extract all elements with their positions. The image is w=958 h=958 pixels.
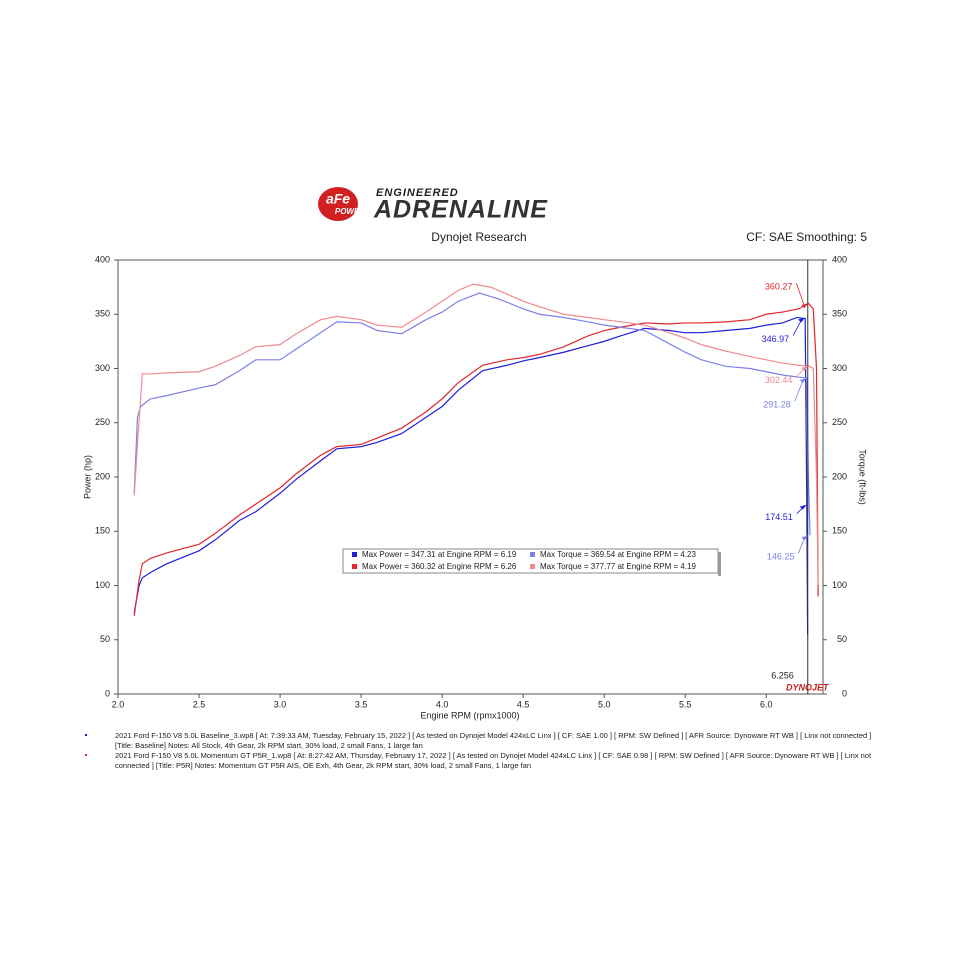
tagline-main: ADRENALINE [373,196,548,224]
marker-label: 291.28 [763,399,791,409]
series-line [133,292,811,536]
note: 2021 Ford F-150 V8 5.0L Baseline_3.wp8 [… [85,731,880,751]
y-tick-label: 200 [95,471,110,481]
notes: 2021 Ford F-150 V8 5.0L Baseline_3.wp8 [… [85,731,880,771]
y2-tick-label: 300 [832,363,847,373]
y2-tick-label: 200 [832,471,847,481]
y-tick-label: 250 [95,417,110,427]
note-dot [85,754,87,756]
marker-label: 174.51 [765,512,793,522]
y2-tick-label: 150 [832,526,847,536]
marker-label: 146.25 [767,552,795,562]
legend-swatch [352,564,357,569]
tagline-top: ENGINEERED [376,187,459,199]
cursor-label: 6.256 [771,670,794,680]
x-tick-label: 2.5 [193,699,206,709]
x-tick-label: 4.0 [436,699,449,709]
logo-badge [318,187,358,221]
y-tick-label: 100 [95,580,110,590]
legend-shadow [718,552,721,576]
y-tick-label: 50 [100,634,110,644]
note-text: 2021 Ford F-150 V8 5.0L Momentum GT P5R_… [115,751,872,770]
y-tick-label: 300 [95,363,110,373]
marker-leader [794,380,804,402]
y-axis-title: Power (hp) [82,455,92,499]
x-tick-label: 5.0 [598,699,611,709]
note: 2021 Ford F-150 V8 5.0L Momentum GT P5R_… [85,751,880,771]
legend-label: Max Power = 360.32 at Engine RPM = 6.26 [362,562,517,571]
marker-leader [798,538,805,554]
y2-tick-label: 50 [837,634,847,644]
y2-tick-label: 400 [832,254,847,264]
marker-leader [796,368,805,378]
marker-arrow [798,317,806,323]
plot-frame [117,259,824,695]
marker-label: 360.27 [765,281,793,291]
x-tick-label: 5.5 [679,699,692,709]
y-tick-label: 400 [95,254,110,264]
y-tick-label: 0 [105,688,110,698]
series-line [133,316,809,635]
y2-tick-label: 0 [842,688,847,698]
marker-leader [796,507,804,514]
x-tick-label: 3.0 [274,699,287,709]
x-tick-label: 3.5 [355,699,368,709]
y2-tick-label: 350 [832,309,847,319]
marker-leader [792,320,802,336]
marker-label: 302.44 [765,375,793,385]
marker-arrow [799,377,807,383]
marker-arrow [801,303,809,309]
y2-tick-label: 250 [832,417,847,427]
marker-arrow [801,535,809,541]
x-tick-label: 4.5 [517,699,530,709]
x-axis-title: Engine RPM (rpmx1000) [420,710,519,720]
legend-swatch [352,552,357,557]
legend-label: Max Torque = 377.77 at Engine RPM = 4.19 [540,562,697,571]
x-tick-label: 6.0 [760,699,773,709]
legend-swatch [530,564,535,569]
chart-subtitle: CF: SAE Smoothing: 5 [746,230,867,244]
series-line [133,283,819,586]
legend-swatch [530,552,535,557]
y-tick-label: 150 [95,526,110,536]
legend-label: Max Power = 347.31 at Engine RPM = 6.19 [362,550,517,559]
marker-arrow [799,504,807,510]
marker-label: 346.97 [762,334,790,344]
note-dot [85,734,87,736]
legend: Max Power = 347.31 at Engine RPM = 6.19 M… [342,548,721,576]
chart-title: Dynojet Research [431,230,526,244]
y-tick-label: 350 [95,309,110,319]
y2-axis-title: Torque (ft-lbs) [858,449,868,505]
logo-word: aFe [326,191,350,207]
series-line [133,302,819,616]
legend-label: Max Torque = 369.54 at Engine RPM = 4.23 [540,550,697,559]
x-tick-label: 2.0 [112,699,125,709]
y2-tick-label: 100 [832,580,847,590]
logo-sub: POWER [335,207,365,216]
note-text: 2021 Ford F-150 V8 5.0L Baseline_3.wp8 [… [115,731,872,750]
marker-leader [796,282,805,307]
